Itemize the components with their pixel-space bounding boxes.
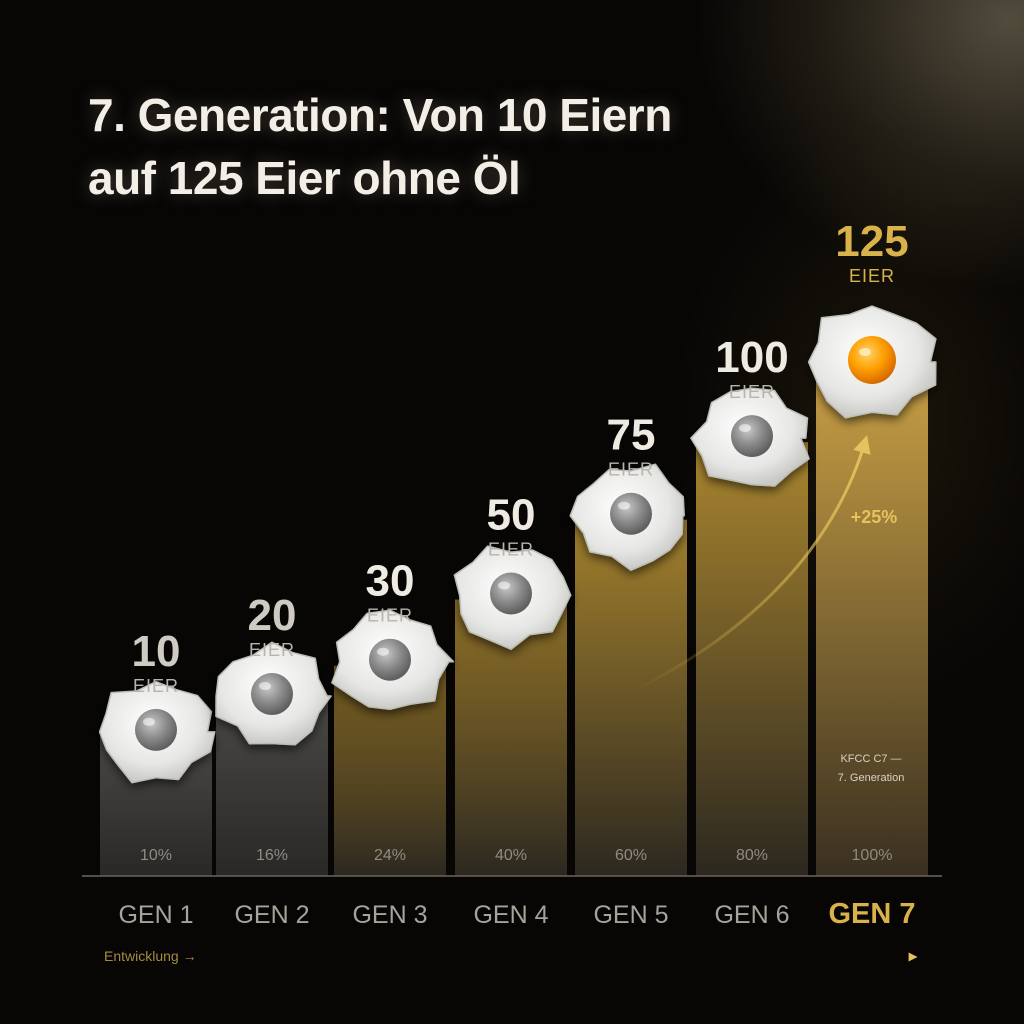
bar-percent-label: 80%: [736, 847, 768, 864]
bar-percent-label: 60%: [615, 847, 647, 864]
growth-arrow: [634, 435, 871, 692]
bar-value-label: 75: [607, 411, 656, 460]
category-label: GEN 4: [473, 901, 548, 929]
fried-egg-icon: [690, 387, 810, 487]
category-label: GEN 6: [714, 901, 789, 929]
fried-egg-icon: [331, 609, 455, 711]
bar-value-label: 100: [715, 333, 788, 382]
fried-egg-icon: [569, 463, 685, 571]
bar-percent-label: 16%: [256, 847, 288, 864]
bar-value-label: 20: [248, 591, 297, 640]
category-label: GEN 3: [352, 901, 427, 929]
bar-percent-label: 10%: [140, 847, 172, 864]
page-title-line2: auf 125 Eier ohne Öl: [88, 152, 521, 204]
product-note-line2: 7. Generation: [838, 772, 905, 784]
category-label: GEN 5: [593, 901, 668, 929]
bar-value-label: 125: [835, 217, 908, 266]
bar-unit-label: EIER: [729, 382, 775, 402]
category-label: GEN 1: [118, 901, 193, 929]
growth-annotation: +25%: [851, 507, 898, 527]
bar-unit-label: EIER: [367, 606, 413, 626]
bar-unit-label: EIER: [608, 460, 654, 480]
bar-percent-label: 24%: [374, 847, 406, 864]
bar-unit-label: EIER: [133, 676, 179, 696]
bar-value-label: 30: [366, 557, 415, 606]
bar-value-label: 50: [487, 491, 536, 540]
bar-unit-label: EIER: [849, 266, 895, 286]
fried-egg-icon: [98, 680, 216, 784]
bar-percent-label: 100%: [852, 847, 893, 864]
bar-unit-label: EIER: [249, 640, 295, 660]
x-axis-label: Entwicklung →: [104, 948, 197, 964]
category-label: GEN 2: [234, 901, 309, 929]
fried-egg-highlight-icon: [807, 305, 937, 419]
bar-5: [575, 519, 687, 876]
bar-unit-label: EIER: [488, 540, 534, 560]
bar-6: [696, 442, 808, 876]
category-label: GEN 7: [828, 898, 915, 930]
bar-percent-label: 40%: [495, 847, 527, 864]
bar-7: [816, 366, 928, 876]
bar-value-label: 10: [132, 627, 181, 676]
product-note-line1: KFCC C7 —: [840, 753, 901, 765]
page-title-line1: 7. Generation: Von 10 Eiern: [88, 89, 672, 141]
fried-egg-icon: [453, 545, 572, 650]
fried-egg-icon: [215, 641, 332, 746]
